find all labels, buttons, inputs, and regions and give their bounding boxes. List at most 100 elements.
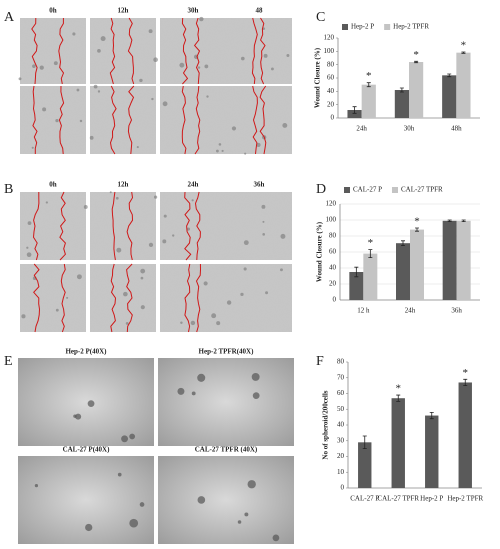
micrograph-texture [226,86,292,154]
micrograph-texture [160,264,226,332]
spheroid [129,433,136,440]
error-bar [429,412,434,420]
micrograph-texture [226,192,292,260]
spheroid [139,502,145,507]
spheroid-image [18,456,154,544]
y-axis-label: Wound Closure (%) [314,47,322,108]
time-label: 30h [188,7,199,15]
cell [148,29,153,34]
spheroid [117,472,122,477]
spheroid [247,480,256,489]
cell [148,242,154,248]
time-label: 12h [118,7,129,15]
spheroid [197,496,206,504]
cell [191,199,194,202]
cell [172,234,175,237]
wound-edge [259,85,267,155]
cell [153,57,158,63]
y-tick-label: 0 [331,114,335,122]
bar [442,75,457,118]
cell [179,62,185,68]
cell [218,143,222,146]
wound-edge [127,17,135,85]
panel-label: C [316,10,325,25]
cell [66,296,69,299]
cell [140,268,146,274]
cell [139,78,143,83]
time-label: 48 [256,7,264,15]
y-tick-label: 30 [337,436,345,444]
cell [162,101,168,107]
wound-edge [32,85,38,154]
cell [204,64,209,69]
micrograph-texture [160,192,226,260]
spheroid [121,435,129,443]
cell [55,118,59,123]
cell [282,122,288,128]
error-bar [396,394,401,402]
error-bar [401,240,405,246]
micrograph-texture [226,264,292,332]
y-tick-label: 80 [329,232,337,240]
cell [151,97,154,101]
spheroid [251,372,260,381]
x-tick-label: 30h [404,125,415,133]
cell [97,48,101,53]
micrograph-texture [90,192,156,260]
wound-edge [31,17,38,85]
x-tick-label: Hep-2 TPFR [447,495,483,503]
error-bar [368,249,373,258]
wound-edge [58,85,65,155]
wound-edge [32,192,40,261]
wound-edge [110,263,117,333]
wound-edge [194,191,201,261]
error-bar [461,51,466,54]
y-tick-label: 100 [326,216,337,224]
spheroid [237,520,242,524]
wound-edge [109,85,117,155]
cell [116,247,122,253]
cell [221,149,224,153]
cell [100,36,106,42]
significance-mark: * [366,70,372,82]
cell [76,274,82,280]
cell [97,90,101,93]
cell [180,321,183,324]
legend-swatch [384,24,391,30]
y-tick-label: 60 [329,248,337,256]
wound-edge [252,85,258,155]
cell [125,322,129,325]
legend-label: CAL-27 TPFR [401,186,443,194]
y-tick-label: 40 [329,264,337,272]
legend-label: Hep-2 P [351,23,374,31]
wound-edge [193,17,201,85]
cell [256,142,261,147]
image-label: CAL-27 TPFR (40X) [195,446,258,454]
cell [197,66,201,69]
error-bar [447,219,452,222]
wound-edge [184,191,192,261]
wound-edge [33,263,41,333]
cell [240,56,245,61]
wound-edge [194,85,201,155]
cell [109,191,112,194]
y-tick-label: 70 [337,373,345,381]
y-tick-label: 20 [327,100,335,108]
y-tick-label: 100 [324,47,335,55]
image-label: Hep-2 TPFR(40X) [199,348,255,356]
wound-edge [251,17,258,85]
spheroid [73,414,77,418]
significance-mark: * [414,216,420,228]
error-bar [354,266,359,278]
y-tick-label: 40 [337,421,345,429]
x-tick-label: 24h [405,307,416,315]
legend-label: CAL-27 P [353,186,382,194]
cell [140,276,144,280]
error-bar [362,435,367,450]
spheroid [272,534,280,542]
x-tick-label: 48h [451,125,462,133]
wound-edge [181,17,189,85]
micrograph-texture [20,264,86,332]
error-bar [399,87,404,93]
significance-mark: * [463,367,469,379]
